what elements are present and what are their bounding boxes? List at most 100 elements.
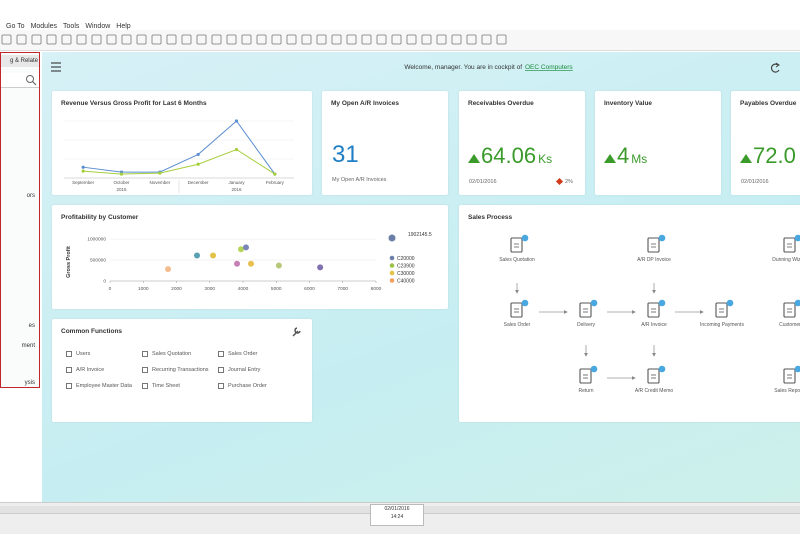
process-node[interactable]: Sales Reports xyxy=(774,365,800,394)
data-point[interactable] xyxy=(196,162,200,166)
x-group-label: 2015 xyxy=(116,187,127,192)
toolbar-button[interactable] xyxy=(496,34,507,45)
kpi-card[interactable]: Receivables Overdue 64.06 Ks 02/01/2016 2% xyxy=(459,91,585,195)
toolbar-button[interactable] xyxy=(421,34,432,45)
menu-item[interactable]: Window xyxy=(85,23,111,30)
data-point[interactable] xyxy=(81,165,85,169)
side-item[interactable]: ors xyxy=(26,193,35,199)
side-item[interactable]: ysis xyxy=(24,380,35,386)
process-node[interactable]: Incoming Payments xyxy=(700,299,744,328)
menu-item[interactable]: Go To xyxy=(6,23,25,30)
menu-item[interactable]: Help xyxy=(116,23,131,30)
function-link[interactable]: Users xyxy=(76,351,91,357)
toolbar-button[interactable] xyxy=(241,34,252,45)
process-node[interactable]: A/R Credit Memo xyxy=(635,365,674,394)
function-link[interactable]: Employee Master Data xyxy=(76,383,132,389)
toolbar-button[interactable] xyxy=(286,34,297,45)
function-link[interactable]: Recurring Transactions xyxy=(152,367,209,373)
toolbar-button[interactable] xyxy=(466,34,477,45)
menu-item[interactable]: Tools xyxy=(63,23,80,30)
toolbar-button[interactable] xyxy=(406,34,417,45)
toolbar-button[interactable] xyxy=(256,34,267,45)
process-node[interactable]: A/R Invoice xyxy=(641,299,667,328)
search-box[interactable] xyxy=(1,73,39,88)
process-node[interactable]: Dunning Wizard xyxy=(772,234,800,263)
company-link[interactable]: OEC Computers xyxy=(525,64,573,71)
toolbar-button[interactable] xyxy=(31,34,42,45)
toolbar-button[interactable] xyxy=(346,34,357,45)
profitability-card[interactable]: Profitability by Customer Gross Profit 0 5… xyxy=(52,205,448,309)
toolbar-button[interactable] xyxy=(106,34,117,45)
toolbar-button[interactable] xyxy=(181,34,192,45)
revenue-card[interactable]: Revenue Versus Gross Profit for Last 6 M… xyxy=(52,91,312,195)
toolbar-button[interactable] xyxy=(316,34,327,45)
data-point[interactable] xyxy=(234,119,239,123)
toolbar-button[interactable] xyxy=(331,34,342,45)
toolbar-button[interactable] xyxy=(211,34,222,45)
toolbar-button[interactable] xyxy=(1,34,12,45)
toolbar-button[interactable] xyxy=(166,34,177,45)
scatter-point[interactable] xyxy=(194,252,201,259)
hamburger-icon[interactable] xyxy=(51,62,61,72)
scatter-point[interactable] xyxy=(234,260,241,267)
process-node[interactable]: A/R DP Invoice xyxy=(637,234,671,263)
process-node[interactable]: Customer xyxy=(779,299,800,328)
function-link[interactable]: Purchase Order xyxy=(228,383,267,389)
process-node[interactable]: Delivery xyxy=(577,299,598,328)
toolbar-button[interactable] xyxy=(121,34,132,45)
y-tick-label: 1000000 xyxy=(87,237,106,243)
kpi-card[interactable]: Inventory Value 4 Ms xyxy=(595,91,721,195)
toolbar-button[interactable] xyxy=(196,34,207,45)
status-time: 14:24 xyxy=(390,514,404,520)
toolbar-button[interactable] xyxy=(46,34,57,45)
function-link[interactable]: Time Sheet xyxy=(152,383,180,389)
toolbar-button[interactable] xyxy=(361,34,372,45)
node-badge xyxy=(590,365,598,373)
data-point[interactable] xyxy=(234,147,239,152)
toolbar-button[interactable] xyxy=(136,34,147,45)
function-link[interactable]: A/R Invoice xyxy=(76,367,105,373)
refresh-icon[interactable] xyxy=(770,62,780,73)
kpi-card[interactable]: My Open A/R Invoices 31 My Open A/R Invoic… xyxy=(322,91,448,195)
scatter-point[interactable] xyxy=(242,244,249,251)
scatter-point[interactable] xyxy=(165,266,172,273)
scatter-point[interactable] xyxy=(317,264,324,271)
toolbar-button[interactable] xyxy=(391,34,402,45)
scatter-point[interactable] xyxy=(238,246,245,253)
toolbar-button[interactable] xyxy=(481,34,492,45)
status-date: 02/01/2016 xyxy=(384,506,410,512)
side-item[interactable]: es xyxy=(28,323,35,329)
toolbar-button[interactable] xyxy=(301,34,312,45)
scatter-point[interactable] xyxy=(247,260,254,267)
data-point[interactable] xyxy=(273,172,277,176)
toolbar-button[interactable] xyxy=(76,34,87,45)
process-node[interactable]: Return xyxy=(578,365,598,394)
process-node[interactable]: Sales Order xyxy=(504,299,531,328)
function-link[interactable]: Sales Order xyxy=(228,351,258,357)
menu-item[interactable]: Modules xyxy=(30,23,58,30)
toolbar-button[interactable] xyxy=(16,34,27,45)
function-link[interactable]: Journal Entry xyxy=(228,367,261,373)
process-node[interactable]: Sales Quotation xyxy=(499,234,535,263)
toolbar-button[interactable] xyxy=(451,34,462,45)
data-point[interactable] xyxy=(158,171,162,175)
toolbar-button[interactable] xyxy=(151,34,162,45)
data-point[interactable] xyxy=(119,172,124,176)
data-point[interactable] xyxy=(81,169,85,173)
node-badge xyxy=(590,299,598,307)
data-point[interactable] xyxy=(196,152,200,157)
toolbar-button[interactable] xyxy=(61,34,72,45)
scatter-point[interactable] xyxy=(275,262,282,269)
function-link[interactable]: Sales Quotation xyxy=(152,351,192,357)
side-tab[interactable]: g & Relate xyxy=(1,55,39,67)
toolbar-button[interactable] xyxy=(91,34,102,45)
toolbar-button[interactable] xyxy=(376,34,387,45)
kpi-card[interactable]: Payables Overdue 72.0 02/01/2016 xyxy=(731,91,800,195)
wrench-icon[interactable] xyxy=(290,326,302,338)
scatter-point[interactable] xyxy=(210,252,217,259)
toolbar-button[interactable] xyxy=(271,34,282,45)
size-legend-marker xyxy=(388,234,396,242)
toolbar-button[interactable] xyxy=(436,34,447,45)
toolbar-button[interactable] xyxy=(226,34,237,45)
side-item[interactable]: ment xyxy=(21,343,35,349)
